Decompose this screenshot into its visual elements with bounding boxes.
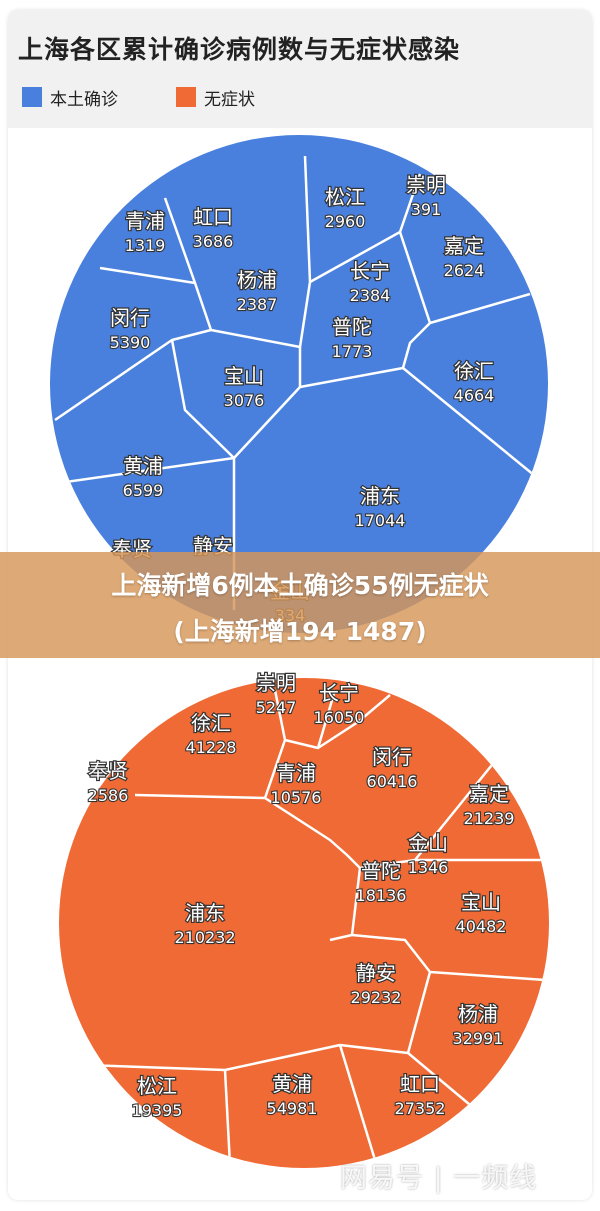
headline-line-2: (上海新增194 1487): [173, 617, 427, 646]
cell-label: 嘉定: [469, 782, 509, 806]
chart-title: 上海各区累计确诊病例数与无症状感染: [18, 35, 461, 64]
cell-label: 松江: [325, 185, 365, 209]
cell-label: 金山: [408, 831, 448, 855]
cell-value: 54981: [267, 1099, 318, 1118]
cell-value: 3076: [224, 391, 265, 410]
cell-label: 黄浦: [272, 1072, 312, 1096]
cell-border: [54, 282, 213, 422]
cell-label: 嘉定: [444, 234, 484, 258]
cell-value: 210232: [174, 928, 235, 947]
cell-value: 41228: [186, 738, 237, 757]
cell-label: 宝山: [224, 364, 264, 388]
cell-label: 杨浦: [458, 1002, 498, 1026]
cell-value: 3686: [193, 232, 234, 251]
cell-value: 2384: [350, 286, 391, 305]
headline-banner: 上海新增6例本土确诊55例无症状 (上海新增194 1487): [0, 552, 600, 658]
cell-value: 2960: [325, 212, 366, 231]
cell-value: 27352: [395, 1099, 446, 1118]
cell-value: 2387: [237, 295, 278, 314]
cell-border: [223, 1069, 232, 1166]
cell-label: 普陀: [361, 859, 401, 883]
cell-border: [50, 339, 236, 487]
cell-label: 普陀: [332, 315, 372, 339]
cell-label: 虹口: [193, 205, 233, 229]
legend-item-confirmed: 本土确诊: [22, 86, 118, 110]
watermark-text: 网易号 | 一频线: [340, 1163, 538, 1194]
cell-value: 18136: [356, 886, 407, 905]
cell-border: [402, 367, 541, 481]
cell-value: 16050: [314, 708, 365, 727]
cell-value: 2624: [444, 261, 485, 280]
cell-label: 崇明: [406, 173, 446, 197]
legend-swatch-asymptomatic: [176, 87, 196, 107]
cell-label: 长宁: [350, 259, 390, 283]
legend-swatch-confirmed: [22, 87, 42, 107]
cell-label: 浦东: [185, 901, 225, 925]
cell-value: 5390: [110, 333, 151, 352]
confirmed-cell-borders: [50, 155, 541, 610]
cell-label: 闵行: [372, 745, 412, 769]
cell-label: 虹口: [400, 1072, 440, 1096]
cell-value: 32991: [453, 1029, 504, 1048]
cell-value: 5247: [256, 698, 297, 717]
cell-value: 19395: [132, 1101, 183, 1120]
cell-value: 1319: [125, 236, 166, 255]
cell-value: 17044: [355, 511, 406, 530]
cell-label: 闵行: [110, 306, 150, 330]
cell-value: 21239: [464, 809, 515, 828]
cell-label: 青浦: [276, 761, 316, 785]
cell-value: 40482: [456, 917, 507, 936]
cell-value: 391: [411, 200, 442, 219]
cell-label: 青浦: [125, 209, 165, 233]
cell-label: 奉贤: [88, 759, 128, 783]
cell-value: 60416: [367, 772, 418, 791]
cell-border: [338, 1044, 377, 1161]
legend-item-asymptomatic: 无症状: [176, 86, 255, 110]
cell-label: 徐汇: [191, 711, 231, 735]
cell-value: 2586: [88, 786, 129, 805]
cell-border: [317, 694, 391, 750]
asymptomatic-disk: [59, 678, 549, 1168]
cell-value: 6599: [123, 481, 164, 500]
cell-label: 杨浦: [237, 268, 277, 292]
cell-label: 浦东: [360, 484, 400, 508]
cell-value: 4664: [454, 386, 495, 405]
cell-label: 长宁: [319, 681, 359, 705]
legend-label-confirmed: 本土确诊: [50, 89, 118, 110]
chart-header: [8, 10, 592, 128]
cell-value: 10576: [271, 788, 322, 807]
cell-label: 黄浦: [123, 454, 163, 478]
cell-border: [210, 155, 312, 349]
cell-value: 1346: [408, 858, 449, 877]
cell-value: 29232: [351, 988, 402, 1007]
cell-border: [264, 754, 501, 870]
asymptomatic-cell-borders: [84, 689, 546, 1166]
legend-label-asymptomatic: 无症状: [204, 89, 255, 110]
cell-label: 宝山: [461, 890, 501, 914]
cell-value: 1773: [332, 342, 373, 361]
cell-border: [134, 689, 287, 800]
cell-label: 徐汇: [454, 359, 494, 383]
cell-label: 崇明: [256, 671, 296, 695]
cell-border: [351, 933, 546, 982]
cell-label: 静安: [356, 961, 396, 985]
headline-line-1: 上海新增6例本土确诊55例无症状: [111, 571, 489, 600]
cell-label: 松江: [137, 1074, 177, 1098]
